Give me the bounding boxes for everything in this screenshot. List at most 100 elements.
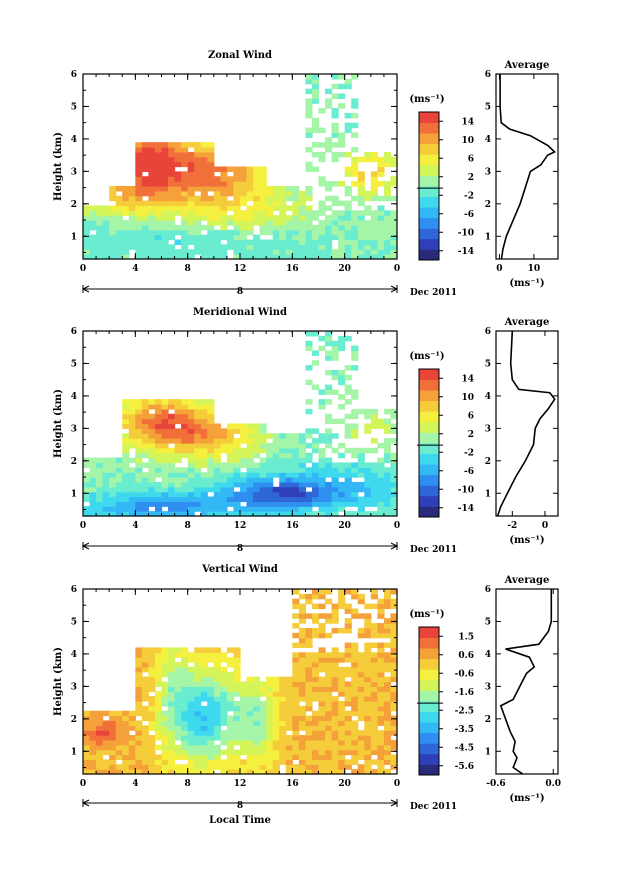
- heatmap-cell: [370, 681, 378, 687]
- heatmap-cell: [370, 413, 378, 420]
- heatmap-cell: [279, 506, 287, 512]
- heatmap-cell: [364, 662, 372, 668]
- profile-line: [496, 330, 556, 517]
- heatmap-cell: [213, 749, 221, 756]
- heatmap-cell: [325, 244, 333, 250]
- heatmap-cell: [338, 764, 346, 770]
- heatmap-cell: [338, 686, 346, 692]
- heatmap-cell: [272, 700, 280, 707]
- heatmap-cell: [141, 418, 150, 425]
- heatmap-cell: [200, 438, 208, 444]
- heatmap-cell: [370, 671, 378, 678]
- heatmap-cell: [148, 413, 156, 420]
- heatmap-cell: [246, 700, 254, 707]
- heatmap-cell: [318, 710, 326, 717]
- heatmap-cell: [122, 720, 130, 726]
- heatmap-cell: [259, 438, 267, 444]
- heatmap-cell: [174, 142, 182, 148]
- y-tick-label: 3: [71, 682, 77, 692]
- heatmap-cell: [109, 239, 117, 245]
- heatmap-cell: [298, 477, 307, 483]
- heatmap-cell: [383, 491, 392, 498]
- heatmap-cell: [148, 686, 156, 692]
- heatmap-cell: [83, 215, 91, 221]
- heatmap-cell: [240, 700, 248, 707]
- colorbar-segment: [419, 711, 439, 723]
- heatmap-cell: [181, 205, 189, 211]
- heatmap-cell: [370, 423, 378, 429]
- heatmap-cell: [240, 477, 248, 483]
- heatmap-cell: [200, 147, 208, 153]
- heatmap-cell: [305, 190, 313, 197]
- heatmap-cell: [351, 700, 359, 707]
- heatmap-cell: [253, 681, 261, 687]
- heatmap-cell: [383, 156, 392, 163]
- heatmap-cell: [311, 83, 320, 90]
- heatmap-cell: [181, 399, 189, 405]
- heatmap-cell: [383, 676, 392, 683]
- heatmap-cell: [141, 686, 150, 692]
- colorbar-segment: [419, 164, 439, 176]
- heatmap-cell: [96, 735, 104, 741]
- heatmap-cell: [383, 700, 392, 707]
- heatmap-cell: [128, 720, 136, 726]
- x-tick-label: 8: [185, 779, 191, 789]
- heatmap-cell: [246, 749, 254, 756]
- heatmap-cell: [226, 744, 235, 751]
- heatmap-cell: [253, 210, 261, 216]
- heatmap-cell: [311, 715, 320, 722]
- colorbar-tick-label: -14: [458, 504, 474, 514]
- heatmap-cell: [298, 220, 307, 226]
- heatmap-cell: [325, 413, 333, 420]
- heatmap-cell: [233, 700, 241, 707]
- heatmap-cell: [285, 676, 293, 683]
- heatmap-cell: [200, 720, 208, 726]
- heatmap-cell: [357, 735, 365, 741]
- heatmap-cell: [253, 176, 261, 182]
- heatmap-cell: [272, 739, 280, 746]
- profile-y-tick-label: 5: [485, 102, 491, 112]
- heatmap-cell: [383, 598, 392, 605]
- heatmap-cell: [272, 686, 280, 692]
- heatmap-cell: [154, 418, 163, 425]
- heatmap-cell: [370, 234, 378, 241]
- heatmap-cell: [370, 176, 378, 182]
- heatmap-cell: [128, 481, 136, 488]
- heatmap-cell: [325, 686, 333, 692]
- heatmap-cell: [351, 239, 359, 245]
- heatmap-cell: [109, 744, 117, 751]
- heatmap-cell: [174, 229, 182, 236]
- x-tick-label: 0: [394, 264, 400, 274]
- colorbar-tick-label: -6: [464, 467, 474, 477]
- heatmap-cell: [383, 686, 392, 692]
- heatmap-cell: [377, 234, 385, 241]
- heatmap-cell: [226, 428, 235, 434]
- heatmap-cell: [168, 413, 176, 420]
- heatmap-cell: [161, 423, 169, 429]
- heatmap-cell: [305, 74, 313, 80]
- heatmap-cell: [357, 447, 365, 454]
- heatmap-cell: [390, 215, 398, 221]
- heatmap-cell: [370, 769, 378, 775]
- heatmap-cell: [233, 224, 241, 231]
- heatmap-cell: [364, 151, 372, 158]
- heatmap-cell: [383, 759, 392, 765]
- heatmap-cell: [370, 652, 378, 658]
- heatmap-cell: [357, 239, 365, 245]
- heatmap-cell: [226, 423, 235, 429]
- heatmap-cell: [383, 215, 392, 221]
- heatmap-cell: [96, 477, 104, 483]
- heatmap-cell: [168, 447, 176, 454]
- heatmap-cell: [194, 739, 202, 746]
- heatmap-cell: [344, 589, 352, 595]
- heatmap-cell: [246, 506, 254, 512]
- heatmap-cell: [168, 686, 176, 692]
- heatmap-cell: [213, 496, 221, 502]
- heatmap-cell: [154, 205, 163, 211]
- heatmap-cell: [200, 710, 208, 717]
- heatmap-cell: [311, 686, 320, 692]
- heatmap-cell: [181, 210, 189, 216]
- heatmap-cell: [135, 244, 143, 250]
- heatmap-cell: [325, 671, 333, 678]
- heatmap-cell: [364, 652, 372, 658]
